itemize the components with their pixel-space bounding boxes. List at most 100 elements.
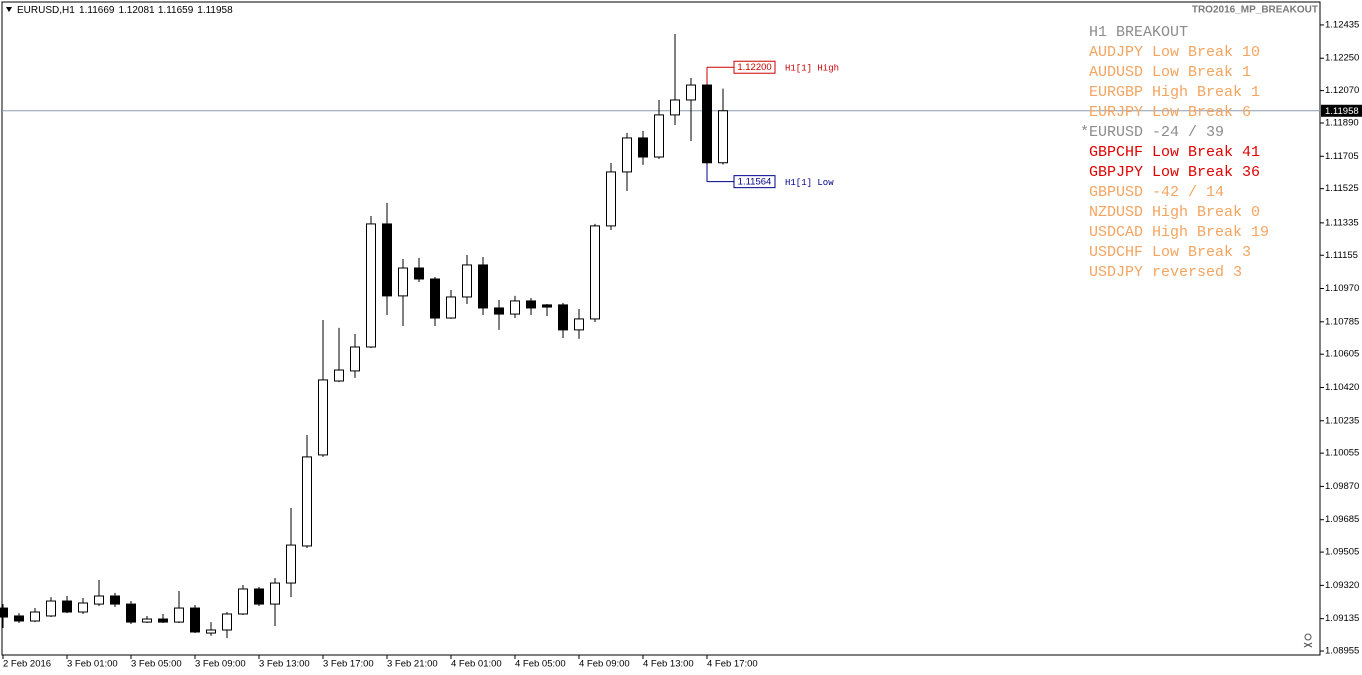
candle-body [302, 456, 312, 547]
panel-row: AUDUSD Low Break 1 [1089, 64, 1251, 81]
close-value: 1.11958 [197, 5, 233, 16]
level-name: H1[1] Low [785, 178, 834, 188]
y-tick-label: 1.12070 [1325, 85, 1359, 96]
candle-body [94, 595, 104, 605]
candle-body [78, 602, 88, 613]
candle-body [350, 346, 360, 372]
y-tick-label: 1.09685 [1325, 514, 1359, 525]
low-value: 1.11659 [158, 5, 194, 16]
chart-header: EURUSD,H1 1.11669 1.12081 1.11659 1.11958 [17, 5, 233, 16]
x-tick-label: 3 Feb 21:00 [387, 659, 438, 670]
plot-frame [1, 1, 1321, 656]
panel-row: EURJPY Low Break 6 [1089, 104, 1251, 121]
candle-body [606, 171, 616, 227]
y-tick-label: 1.11705 [1325, 151, 1359, 162]
y-tick-label: 1.09135 [1325, 613, 1359, 624]
y-tick-label: 1.10235 [1325, 415, 1359, 426]
candle-body [270, 582, 280, 605]
candle-body [382, 223, 392, 297]
level-box [733, 60, 776, 74]
candle-body [446, 296, 456, 319]
candle-body [46, 600, 56, 617]
candle-body [654, 114, 664, 158]
x-tick-label: 3 Feb 01:00 [67, 659, 118, 670]
panel-row: USDCAD High Break 19 [1089, 224, 1269, 241]
price-label: 1.11958 [1325, 106, 1359, 117]
x-tick-label: 4 Feb 17:00 [707, 659, 758, 670]
level-name: H1[1] High [785, 64, 839, 74]
level-box [733, 175, 776, 189]
candle-body [702, 84, 712, 164]
candle-body [670, 99, 680, 116]
candle-body [462, 264, 472, 298]
candle-body [718, 110, 728, 164]
x-tick-label: 4 Feb 05:00 [515, 659, 566, 670]
candle-body [510, 300, 520, 315]
x-tick-label: 4 Feb 01:00 [451, 659, 502, 670]
candle-body [318, 379, 328, 456]
panel-row: USDJPY reversed 3 [1089, 264, 1242, 281]
panel-row: USDCHF Low Break 3 [1089, 244, 1251, 261]
candle-body [494, 307, 504, 315]
panel-row: AUDJPY Low Break 10 [1089, 44, 1260, 61]
candle-body [254, 588, 264, 605]
candle-body [238, 588, 248, 615]
panel-row: GBPCHF Low Break 41 [1089, 144, 1260, 161]
x-tick-label: 2 Feb 2016 [3, 659, 51, 670]
candle-body [542, 304, 552, 308]
y-tick-label: 1.11525 [1325, 183, 1359, 194]
candle-body [430, 278, 440, 319]
y-tick-label: 1.10970 [1325, 283, 1359, 294]
candle-body [190, 607, 200, 633]
panel-row: GBPUSD -42 / 14 [1089, 184, 1224, 201]
candle-body [62, 600, 72, 613]
y-tick-label: 1.09505 [1325, 547, 1359, 558]
panel-row: EURGBP High Break 1 [1089, 84, 1260, 101]
x-tick-label: 4 Feb 13:00 [643, 659, 694, 670]
open-value: 1.11669 [79, 5, 115, 16]
y-tick-label: 1.10785 [1325, 316, 1359, 327]
candle-body [686, 84, 696, 101]
menu-arrow[interactable] [6, 7, 12, 12]
y-tick-label: 1.09870 [1325, 481, 1359, 492]
y-tick-label: 1.10055 [1325, 448, 1359, 459]
candle-body [30, 611, 40, 622]
indicator-name: TRO2016_MP_BREAKOUT [1192, 5, 1318, 16]
high-value: 1.12081 [118, 5, 155, 16]
candle-body [222, 613, 232, 631]
candle-body [574, 318, 584, 331]
panel-row: NZDUSD High Break 0 [1089, 204, 1260, 221]
x-tick-label: 3 Feb 13:00 [259, 659, 310, 670]
price-box [1321, 104, 1362, 117]
panel-row: H1 BREAKOUT [1089, 24, 1188, 41]
y-tick-label: 1.11335 [1325, 217, 1359, 228]
x-tick-label: 3 Feb 17:00 [323, 659, 374, 670]
x-tick-label: 3 Feb 09:00 [195, 659, 246, 670]
candle-body [590, 225, 600, 320]
level-label: 1.12200 [737, 62, 771, 73]
y-tick-label: 1.10605 [1325, 349, 1359, 360]
y-tick-label: 1.11890 [1325, 118, 1359, 129]
level-label: 1.11564 [738, 177, 772, 188]
candle-body [286, 544, 296, 584]
symbol: EURUSD,H1 [17, 5, 75, 16]
y-tick-label: 1.10420 [1325, 382, 1359, 393]
y-tick-label: 1.12250 [1325, 53, 1359, 64]
panel-row: GBPJPY Low Break 36 [1089, 164, 1260, 181]
candle-body [142, 618, 152, 623]
candle-body [638, 137, 648, 158]
candle-body [558, 304, 568, 331]
x-tick-label: 3 Feb 05:00 [131, 659, 182, 670]
y-tick-label: 1.08955 [1325, 646, 1359, 657]
candle-body [622, 137, 632, 173]
candle-body [126, 603, 136, 623]
candle-body [110, 595, 120, 605]
skull-icon [1303, 633, 1313, 648]
candle-body [158, 618, 168, 623]
candle-body [526, 300, 536, 309]
candle-body [478, 264, 488, 309]
x-tick-label: 4 Feb 09:00 [579, 659, 630, 670]
y-tick-label: 1.09320 [1325, 580, 1359, 591]
candle-body [414, 267, 424, 280]
